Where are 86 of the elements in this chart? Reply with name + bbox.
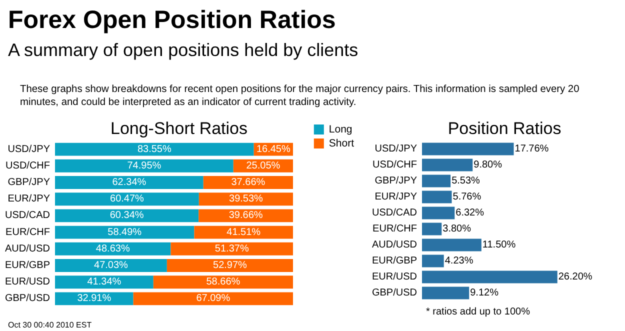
bar [55,226,194,239]
bar [422,270,558,284]
chart-title: Long-Short Ratios [110,119,248,138]
data-label: 16.45% [256,144,290,155]
data-label: 9.80% [474,160,502,170]
bar [55,192,199,206]
text: * ratios add up to 100% [426,306,530,318]
bar [422,142,514,156]
bar [422,158,473,172]
data-label: 48.63% [96,243,130,254]
bar [422,174,451,188]
data-label: 41.34% [87,276,122,288]
data-label: 4.23% [444,256,474,266]
y-tick-label: GBP/USD [4,293,50,304]
y-tick-label: AUD/USD [372,240,417,250]
data-label: 37.66% [231,177,266,188]
y-tick-label: EUR/JPY [374,192,418,202]
legend-label: Short [328,138,354,150]
bar [55,159,234,172]
data-label: 6.32% [456,208,484,218]
bar [198,192,293,206]
data-label: 11.50% [482,240,516,250]
data-label: 67.09% [196,293,230,304]
bar [422,190,452,204]
bar [55,142,254,156]
data-label: 39.53% [229,194,264,205]
data-label: 9.12% [470,288,499,298]
data-label: 52.97% [213,260,248,271]
text: Forex Open Position Ratios [8,6,336,35]
y-tick-label: GBP/JPY [8,177,50,188]
bar [133,292,293,306]
y-tick-label: USD/CHF [6,160,50,172]
bar [153,276,293,289]
text: These graphs show breakdowns for recent open positions for the major currency pairs. This information is sampled every 20 minutes, and could be interpreted as an indicator of current trading activity. [20,83,580,109]
bar [422,286,470,300]
data-label: 3.80% [442,224,472,234]
data-label: 74.95% [127,160,162,172]
data-label: 32.91% [77,293,112,304]
y-tick-label: EUR/GBP [372,256,418,266]
bar [170,242,293,256]
data-label: 58.66% [206,276,240,288]
text: Oct 30 00:40 2010 EST [8,320,92,330]
y-tick-label: USD/JPY [374,144,418,154]
data-label: 25.05% [246,160,280,172]
y-tick-label: GBP/USD [372,288,417,298]
y-tick-label: EUR/USD [372,272,417,282]
data-label: 60.47% [110,194,144,205]
y-tick-label: EUR/CHF [6,226,50,238]
bar [203,176,293,189]
bar [166,259,293,272]
data-label: 58.49% [108,226,142,238]
bar [194,226,293,239]
bar [55,259,167,272]
bar [55,276,154,289]
data-label: 62.34% [112,177,146,188]
y-tick-label: GBP/JPY [374,176,418,186]
bar [55,176,204,189]
y-tick-label: USD/CAD [4,210,50,222]
data-label: 51.37% [214,243,249,254]
data-label: 47.03% [94,260,128,271]
bar [55,209,199,222]
data-label: 5.76% [452,192,482,202]
bar [422,254,444,268]
y-tick-label: EUR/USD [4,276,50,288]
y-tick-label: EUR/GBP [4,260,50,271]
bar [422,238,482,252]
bar [198,209,293,222]
y-tick-label: EUR/CHF [372,224,417,234]
data-label: 83.55% [137,144,172,155]
data-label: 5.53% [452,176,480,186]
y-tick-label: USD/JPY [8,144,50,155]
y-tick-label: USD/CHF [372,160,417,170]
text: A summary of open positions held by clients [8,40,358,61]
data-label: 39.66% [228,210,263,222]
bar [422,222,442,236]
data-label: 41.51% [226,226,261,238]
chart-title: Position Ratios [448,119,562,138]
bar [55,242,171,256]
y-tick-label: EUR/JPY [8,194,50,205]
bar [422,206,455,220]
data-label: 60.34% [110,210,144,222]
legend-label: Long [328,124,352,136]
y-tick-label: USD/CAD [372,208,417,218]
data-label: 17.76% [514,144,549,154]
y-tick-label: AUD/USD [4,243,50,254]
data-label: 26.20% [558,272,592,282]
